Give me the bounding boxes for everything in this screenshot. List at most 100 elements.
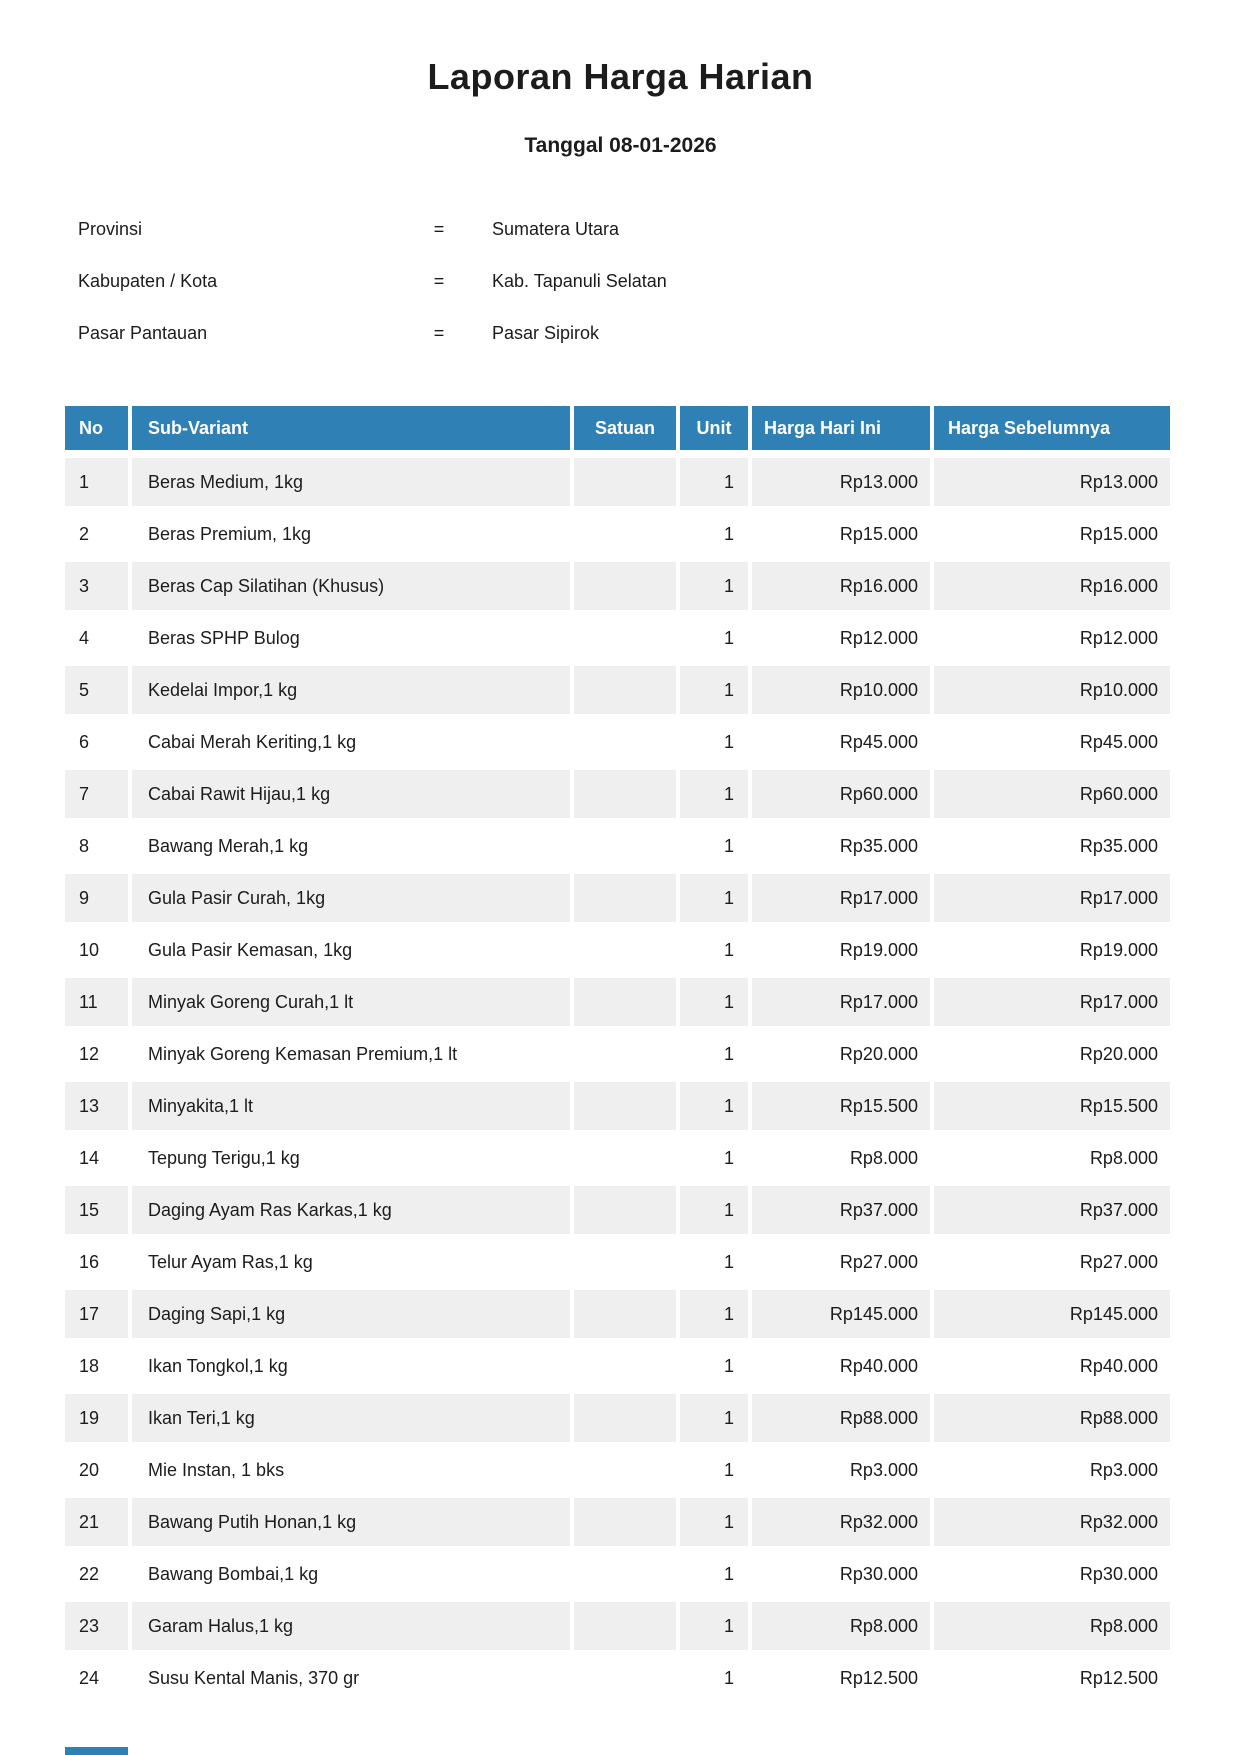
table-row: 16 Telur Ayam Ras,1 kg 1 Rp27.000 Rp27.0… [65, 1238, 1170, 1286]
cell-no: 11 [65, 978, 128, 1026]
meta-value: Pasar Sipirok [492, 323, 600, 343]
cell-unit: 1 [680, 822, 748, 870]
cell-unit: 1 [680, 874, 748, 922]
cell-no: 23 [65, 1602, 128, 1650]
cell-unit: 1 [680, 458, 748, 506]
cell-satuan [574, 822, 676, 870]
column-header-satuan: Satuan [574, 406, 676, 450]
cell-sub-variant: Bawang Bombai,1 kg [132, 1550, 570, 1598]
cell-no: 8 [65, 822, 128, 870]
cell-unit: 1 [680, 562, 748, 610]
table-row: 9 Gula Pasir Curah, 1kg 1 Rp17.000 Rp17.… [65, 874, 1170, 922]
table-row: 17 Daging Sapi,1 kg 1 Rp145.000 Rp145.00… [65, 1290, 1170, 1338]
cell-unit: 1 [680, 718, 748, 766]
cell-harga-hari-ini: Rp27.000 [752, 1238, 930, 1286]
table-row: 1 Beras Medium, 1kg 1 Rp13.000 Rp13.000 [65, 458, 1170, 506]
cell-unit: 1 [680, 1134, 748, 1182]
cell-harga-sebelumnya: Rp145.000 [934, 1290, 1170, 1338]
cell-no: 3 [65, 562, 128, 610]
cell-harga-hari-ini: Rp10.000 [752, 666, 930, 714]
cell-harga-sebelumnya: Rp8.000 [934, 1134, 1170, 1182]
table-row: 14 Tepung Terigu,1 kg 1 Rp8.000 Rp8.000 [65, 1134, 1170, 1182]
table-body: 1 Beras Medium, 1kg 1 Rp13.000 Rp13.000 … [65, 458, 1170, 1702]
cell-unit: 1 [680, 770, 748, 818]
cell-no: 19 [65, 1394, 128, 1442]
cell-satuan [574, 510, 676, 558]
cell-no: 15 [65, 1186, 128, 1234]
cell-harga-hari-ini: Rp88.000 [752, 1394, 930, 1442]
meta-label: Provinsi [78, 219, 143, 239]
cell-sub-variant: Ikan Teri,1 kg [132, 1394, 570, 1442]
cell-satuan [574, 614, 676, 662]
cell-harga-hari-ini: Rp8.000 [752, 1602, 930, 1650]
cell-sub-variant: Kedelai Impor,1 kg [132, 666, 570, 714]
cell-unit: 1 [680, 1654, 748, 1702]
cell-sub-variant: Minyak Goreng Kemasan Premium,1 lt [132, 1030, 570, 1078]
table-row: 6 Cabai Merah Keriting,1 kg 1 Rp45.000 R… [65, 718, 1170, 766]
meta-row: Provinsi = Sumatera Utara [78, 220, 1078, 272]
cell-unit: 1 [680, 1394, 748, 1442]
cell-harga-hari-ini: Rp15.500 [752, 1082, 930, 1130]
table-row: 18 Ikan Tongkol,1 kg 1 Rp40.000 Rp40.000 [65, 1342, 1170, 1390]
cell-satuan [574, 1654, 676, 1702]
cell-unit: 1 [680, 1030, 748, 1078]
report-date: Tanggal 08-01-2026 [524, 134, 717, 157]
cell-sub-variant: Bawang Putih Honan,1 kg [132, 1498, 570, 1546]
cell-harga-sebelumnya: Rp17.000 [934, 978, 1170, 1026]
cell-harga-hari-ini: Rp35.000 [752, 822, 930, 870]
table-row: 2 Beras Premium, 1kg 1 Rp15.000 Rp15.000 [65, 510, 1170, 558]
cell-no: 5 [65, 666, 128, 714]
cell-sub-variant: Tepung Terigu,1 kg [132, 1134, 570, 1182]
cell-harga-sebelumnya: Rp12.500 [934, 1654, 1170, 1702]
cell-harga-sebelumnya: Rp15.000 [934, 510, 1170, 558]
cell-satuan [574, 1602, 676, 1650]
cell-sub-variant: Minyak Goreng Curah,1 lt [132, 978, 570, 1026]
table-row: 3 Beras Cap Silatihan (Khusus) 1 Rp16.00… [65, 562, 1170, 610]
table-row: 20 Mie Instan, 1 bks 1 Rp3.000 Rp3.000 [65, 1446, 1170, 1494]
table-row: 23 Garam Halus,1 kg 1 Rp8.000 Rp8.000 [65, 1602, 1170, 1650]
cell-no: 22 [65, 1550, 128, 1598]
cell-satuan [574, 1082, 676, 1130]
cell-unit: 1 [680, 1238, 748, 1286]
column-header-harga-sebelumnya: Harga Sebelumnya [934, 406, 1170, 450]
cell-harga-sebelumnya: Rp13.000 [934, 458, 1170, 506]
price-table: No Sub-Variant Satuan Unit Harga Hari In… [65, 406, 1170, 1706]
cell-satuan [574, 1238, 676, 1286]
cell-no: 1 [65, 458, 128, 506]
meta-value: Sumatera Utara [492, 219, 620, 239]
cell-no: 24 [65, 1654, 128, 1702]
cell-sub-variant: Cabai Rawit Hijau,1 kg [132, 770, 570, 818]
cell-satuan [574, 666, 676, 714]
cell-harga-hari-ini: Rp17.000 [752, 978, 930, 1026]
column-header-harga-hari-ini: Harga Hari Ini [752, 406, 930, 450]
cell-no: 14 [65, 1134, 128, 1182]
cell-satuan [574, 562, 676, 610]
cell-sub-variant: Mie Instan, 1 bks [132, 1446, 570, 1494]
cell-unit: 1 [680, 1602, 748, 1650]
cell-no: 6 [65, 718, 128, 766]
cell-unit: 1 [680, 666, 748, 714]
cell-satuan [574, 458, 676, 506]
cell-harga-sebelumnya: Rp37.000 [934, 1186, 1170, 1234]
cell-harga-hari-ini: Rp145.000 [752, 1290, 930, 1338]
cell-satuan [574, 1342, 676, 1390]
cell-unit: 1 [680, 926, 748, 974]
cell-harga-hari-ini: Rp17.000 [752, 874, 930, 922]
cell-satuan [574, 1446, 676, 1494]
cell-harga-hari-ini: Rp15.000 [752, 510, 930, 558]
cell-no: 12 [65, 1030, 128, 1078]
cell-unit: 1 [680, 1446, 748, 1494]
cell-unit: 1 [680, 1290, 748, 1338]
table-row: 5 Kedelai Impor,1 kg 1 Rp10.000 Rp10.000 [65, 666, 1170, 714]
cell-harga-sebelumnya: Rp45.000 [934, 718, 1170, 766]
cell-unit: 1 [680, 1082, 748, 1130]
cell-sub-variant: Minyakita,1 lt [132, 1082, 570, 1130]
cell-sub-variant: Cabai Merah Keriting,1 kg [132, 718, 570, 766]
cell-satuan [574, 1290, 676, 1338]
cell-sub-variant: Ikan Tongkol,1 kg [132, 1342, 570, 1390]
equals-sign: = [433, 323, 445, 343]
cell-harga-sebelumnya: Rp88.000 [934, 1394, 1170, 1442]
cell-no: 20 [65, 1446, 128, 1494]
cell-unit: 1 [680, 1550, 748, 1598]
table-row: 13 Minyakita,1 lt 1 Rp15.500 Rp15.500 [65, 1082, 1170, 1130]
